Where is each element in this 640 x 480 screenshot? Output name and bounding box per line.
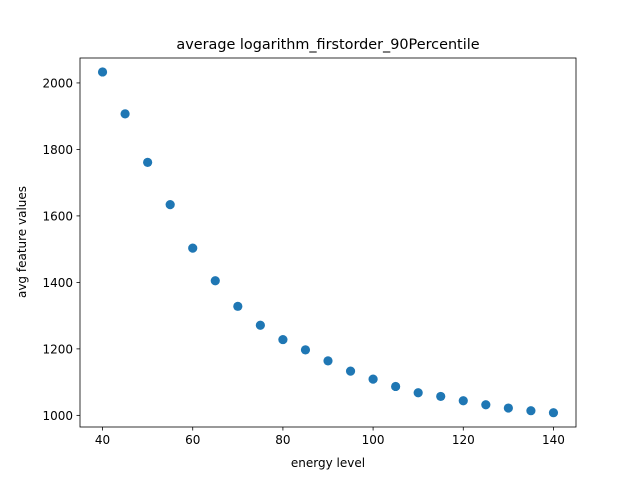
scatter-point — [188, 243, 198, 253]
scatter-point — [255, 320, 265, 330]
x-axis: 40 60 80 100 120 140 — [95, 427, 565, 447]
y-tick-label: 1200 — [42, 342, 73, 356]
x-tick-label: 40 — [95, 433, 110, 447]
scatter-point — [481, 400, 491, 410]
x-tick-label: 140 — [542, 433, 565, 447]
y-tick-label: 1000 — [42, 409, 73, 423]
y-axis-label: avg feature values — [15, 186, 29, 298]
y-tick-label: 1800 — [42, 143, 73, 157]
scatter-point — [210, 276, 220, 286]
scatter-point — [97, 67, 108, 77]
x-tick-label: 120 — [452, 433, 475, 447]
scatter-point — [143, 157, 153, 167]
scatter-point — [120, 109, 130, 119]
axes-frame — [79, 57, 577, 428]
scatter-point — [300, 345, 311, 355]
scatter-point — [165, 200, 175, 210]
x-tick-label: 60 — [185, 433, 200, 447]
y-tick-label: 2000 — [42, 76, 73, 90]
x-tick-label: 100 — [362, 433, 385, 447]
chart-title: average logarithm_firstorder_90Percentil… — [176, 37, 479, 53]
scatter-point — [278, 334, 288, 345]
scatter-point — [368, 374, 378, 384]
y-axis: 1000 1200 1400 1600 1800 2000 — [42, 76, 80, 423]
scatter-point — [436, 391, 446, 402]
plot-area — [97, 67, 559, 418]
scatter-point — [458, 396, 468, 406]
scatter-point — [233, 301, 243, 311]
y-tick-label: 1600 — [42, 209, 73, 223]
scatter-point — [391, 381, 401, 392]
scatter-point — [503, 403, 513, 413]
x-tick-label: 80 — [275, 433, 290, 447]
scatter-point — [413, 388, 423, 398]
scatter-point — [345, 366, 356, 376]
scatter-point — [548, 408, 559, 418]
x-axis-label: energy level — [291, 456, 365, 470]
scatter-point — [526, 406, 536, 416]
scatter-point — [323, 356, 333, 366]
y-tick-label: 1400 — [42, 276, 73, 290]
